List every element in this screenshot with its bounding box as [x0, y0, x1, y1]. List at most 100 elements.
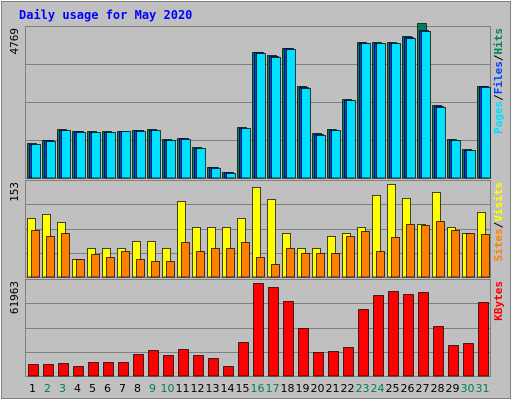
top-bar-pages-day-9 — [151, 130, 161, 179]
x-tick-label-29: 29 — [446, 382, 460, 395]
top-bar-pages-day-8 — [136, 131, 146, 179]
x-tick-label-26: 26 — [401, 382, 415, 395]
middle-bar-sites-day-2 — [46, 236, 55, 278]
x-tick-label-11: 11 — [176, 382, 190, 395]
top-bar-pages-day-19 — [301, 88, 311, 179]
top-bar-pages-day-5 — [91, 132, 101, 179]
top-bar-pages-day-29 — [451, 140, 461, 179]
middle-bar-sites-day-18 — [286, 248, 295, 278]
bottom-bar-kbytes-day-26 — [403, 294, 414, 377]
bottom-bar-kbytes-day-22 — [343, 347, 354, 377]
top-bar-pages-day-4 — [76, 132, 86, 179]
x-tick-label-5: 5 — [89, 382, 96, 395]
bottom-bar-kbytes-day-14 — [223, 366, 234, 377]
top-bar-pages-day-24 — [376, 43, 386, 179]
middle-bar-sites-day-30 — [466, 233, 475, 278]
x-tick-label-10: 10 — [161, 382, 175, 395]
top-bar-pages-day-14 — [226, 173, 236, 179]
bottom-bar-kbytes-day-19 — [298, 328, 309, 377]
middle-bar-sites-day-10 — [166, 261, 175, 278]
bottom-bar-kbytes-day-3 — [58, 363, 69, 377]
middle-bar-sites-day-4 — [76, 259, 85, 278]
middle-legend: Sites/Visits — [492, 182, 505, 262]
top-bar-pages-day-18 — [286, 49, 296, 179]
top-bar-pages-day-23 — [361, 43, 371, 179]
x-tick-label-15: 15 — [236, 382, 250, 395]
bottom-bar-kbytes-day-18 — [283, 301, 294, 377]
bottom-bar-kbytes-day-25 — [388, 291, 399, 377]
middle-bar-sites-day-12 — [196, 251, 205, 278]
x-tick-label-14: 14 — [221, 382, 235, 395]
top-bar-pages-day-3 — [61, 130, 71, 179]
x-tick-label-2: 2 — [44, 382, 51, 395]
middle-bar-sites-day-1 — [31, 230, 40, 278]
middle-bar-sites-day-14 — [226, 248, 235, 278]
chart-panels: 4769Pages/Files/Hits153Sites/Visits61963… — [8, 23, 505, 395]
x-tick-label-1: 1 — [29, 382, 36, 395]
top-bar-pages-day-30 — [466, 150, 476, 179]
bottom-bar-kbytes-day-16 — [253, 283, 264, 377]
middle-bar-sites-day-15 — [241, 242, 250, 278]
bottom-bar-kbytes-day-9 — [148, 350, 159, 377]
x-tick-label-13: 13 — [206, 382, 220, 395]
bottom-bar-kbytes-day-17 — [268, 287, 279, 377]
middle-bar-sites-day-17 — [271, 264, 280, 278]
x-tick-label-19: 19 — [296, 382, 310, 395]
middle-bar-sites-day-3 — [61, 233, 70, 278]
middle-bar-sites-day-6 — [106, 257, 115, 278]
chart-title: Daily usage for May 2020 — [19, 8, 192, 22]
bottom-bar-kbytes-day-7 — [118, 362, 129, 377]
bottom-bar-kbytes-day-13 — [208, 358, 219, 377]
bottom-bar-kbytes-day-23 — [358, 309, 369, 377]
middle-bar-sites-day-26 — [406, 224, 415, 278]
middle-ymax-label: 153 — [8, 182, 21, 202]
x-tick-label-4: 4 — [74, 382, 81, 395]
top-bar-pages-day-21 — [331, 130, 341, 179]
bottom-bar-kbytes-day-6 — [103, 362, 114, 377]
top-bar-pages-day-12 — [196, 148, 206, 179]
middle-legend-entry-sites: Sites — [492, 228, 505, 261]
bottom-legend: KBytes — [492, 281, 505, 321]
bottom-bar-kbytes-day-29 — [448, 345, 459, 377]
bottom-bar-kbytes-day-27 — [418, 292, 429, 377]
x-tick-label-24: 24 — [371, 382, 385, 395]
x-tick-label-6: 6 — [104, 382, 111, 395]
top-bar-pages-day-22 — [346, 100, 356, 179]
middle-bar-sites-day-27 — [421, 225, 430, 278]
x-tick-label-16: 16 — [251, 382, 265, 395]
top-bar-pages-day-31 — [481, 87, 491, 179]
middle-bar-sites-day-22 — [346, 236, 355, 278]
top-legend-entry-sep: / — [492, 94, 505, 101]
top-bar-pages-day-20 — [316, 135, 326, 179]
middle-bar-sites-day-23 — [361, 231, 370, 278]
middle-bar-sites-day-8 — [136, 259, 145, 278]
bottom-bar-kbytes-day-5 — [88, 362, 99, 377]
bottom-bar-kbytes-day-30 — [463, 343, 474, 377]
bottom-bar-kbytes-day-21 — [328, 351, 339, 377]
bottom-bar-kbytes-day-15 — [238, 342, 249, 377]
x-tick-label-9: 9 — [149, 382, 156, 395]
top-legend: Pages/Files/Hits — [492, 28, 505, 134]
top-legend-entry-hits: Hits — [492, 28, 505, 55]
x-tick-label-17: 17 — [266, 382, 280, 395]
top-bar-pages-day-7 — [121, 131, 131, 179]
bottom-bar-kbytes-day-31 — [478, 302, 489, 377]
middle-bar-sites-day-31 — [481, 234, 490, 278]
bottom-bar-kbytes-day-10 — [163, 355, 174, 377]
bottom-bar-kbytes-day-1 — [28, 364, 39, 377]
top-legend-entry-files: Files — [492, 61, 505, 94]
top-bar-pages-day-13 — [211, 168, 221, 179]
middle-legend-entry-visits: Visits — [492, 182, 505, 222]
top-ymax-label: 4769 — [8, 28, 21, 55]
top-legend-entry-sep: / — [492, 54, 505, 61]
x-tick-label-21: 21 — [326, 382, 340, 395]
top-bar-pages-day-28 — [436, 107, 446, 179]
top-bar-pages-day-2 — [46, 141, 56, 179]
middle-bar-sites-day-25 — [391, 237, 400, 278]
top-bar-pages-day-25 — [391, 43, 401, 179]
middle-bar-sites-day-13 — [211, 248, 220, 278]
middle-bar-sites-day-29 — [451, 230, 460, 278]
top-bar-pages-day-1 — [31, 144, 41, 179]
bottom-legend-entry-kbytes: KBytes — [492, 281, 505, 321]
